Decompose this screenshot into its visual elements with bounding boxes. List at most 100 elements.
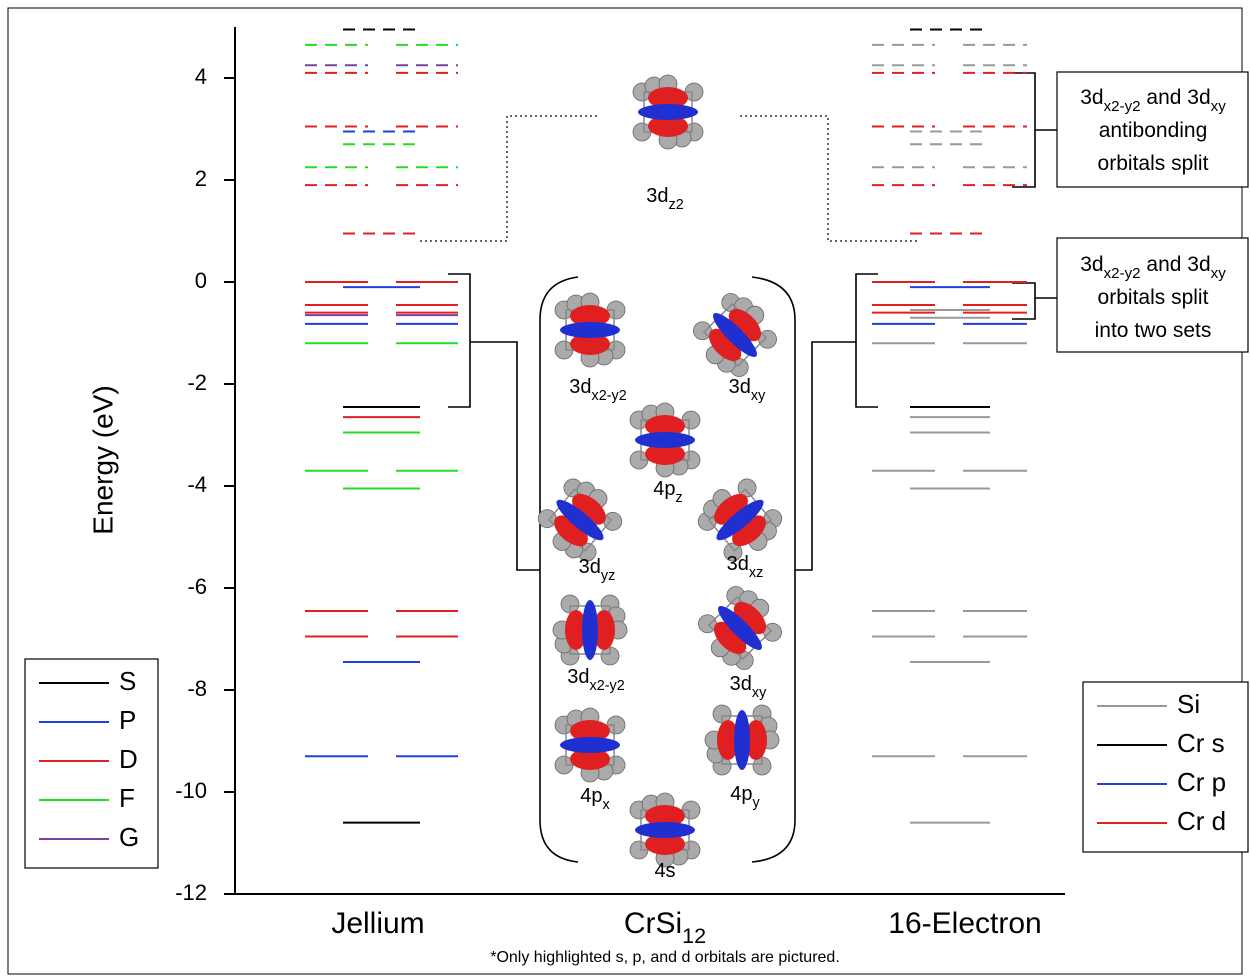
lobe-red xyxy=(645,443,685,465)
orbital-image xyxy=(552,594,628,666)
orbital-image xyxy=(632,74,704,150)
lobe-blue xyxy=(582,600,598,660)
text-part: antibonding xyxy=(1099,119,1208,142)
orbital-label: 4s xyxy=(654,860,675,882)
lobe-red xyxy=(733,601,767,635)
text-part: CrSi xyxy=(624,907,682,940)
text-part: 3d xyxy=(569,376,591,398)
subscript: xy xyxy=(1211,265,1227,282)
orbital-image xyxy=(693,293,777,377)
legend-label: P xyxy=(119,705,136,735)
bracket xyxy=(1012,72,1057,188)
lobe-blue xyxy=(556,499,604,541)
annotation-box xyxy=(1056,237,1249,353)
text-part: 3d xyxy=(730,673,752,695)
orbital-label: 3dz2 xyxy=(646,185,683,213)
annotation-line: into two sets xyxy=(1095,319,1212,342)
orbital-label: 4pz xyxy=(653,478,682,506)
orbital-image xyxy=(629,402,701,478)
lobe-red xyxy=(593,610,615,650)
orbital-label: 4py xyxy=(730,783,760,811)
lobe-red xyxy=(714,493,748,525)
subscript: x2-y2 xyxy=(1104,98,1141,115)
annotation-line: 3dx2-y2 and 3dxy xyxy=(1080,86,1226,115)
text-part: 4s xyxy=(654,860,675,882)
annotation-line: orbitals split xyxy=(1098,286,1209,309)
legend-label: Cr s xyxy=(1177,728,1225,758)
bracket xyxy=(751,276,796,863)
y-tick-label: -6 xyxy=(187,574,207,599)
lobe-blue xyxy=(560,737,620,753)
lobe-blue xyxy=(560,322,620,338)
orbital-label: 4px xyxy=(580,785,610,813)
lobe-red xyxy=(554,515,588,547)
orbital-image xyxy=(704,704,780,776)
y-tick-label: -10 xyxy=(175,778,207,803)
text-part: 3d xyxy=(727,553,749,575)
text-part: 3d xyxy=(1080,253,1103,276)
brackets xyxy=(448,72,1057,863)
subscript: yz xyxy=(601,568,615,584)
y-axis-label: Energy (eV) xyxy=(87,385,118,534)
lobe-red xyxy=(645,833,685,855)
orbital-image xyxy=(537,478,623,562)
lobe-blue xyxy=(635,432,695,448)
y-tick-label: -12 xyxy=(175,880,207,905)
annotation-line: 3dx2-y2 and 3dxy xyxy=(1080,253,1226,282)
y-tick-label: -4 xyxy=(187,472,207,497)
orbital-image xyxy=(554,707,626,783)
text-part: 16-Electron xyxy=(888,907,1041,940)
lobe-red xyxy=(717,720,739,760)
subscript: x2-y2 xyxy=(1104,265,1141,282)
lobe-red xyxy=(713,621,747,655)
subscript: y xyxy=(753,795,761,811)
orbital-image xyxy=(698,586,782,670)
annotation-line: orbitals split xyxy=(1098,152,1209,175)
lobe-blue xyxy=(713,313,757,357)
lobe-blue xyxy=(718,606,762,650)
legend-box xyxy=(24,658,159,869)
subscript: 12 xyxy=(682,923,706,948)
frame xyxy=(7,7,1243,975)
legend-label: D xyxy=(119,744,138,774)
lobe-red xyxy=(570,748,610,770)
legend-label: Si xyxy=(1177,689,1200,719)
legend-label: G xyxy=(119,822,139,852)
legend-label: S xyxy=(119,666,136,696)
text-part: orbitals split xyxy=(1098,152,1209,175)
text-part: 4p xyxy=(653,478,675,500)
text-part: 3d xyxy=(579,556,601,578)
lobe-red xyxy=(572,493,606,525)
y-tick-label: -2 xyxy=(187,370,207,395)
y-tick-label: 2 xyxy=(195,166,207,191)
lobe-red xyxy=(648,115,688,137)
orbital-image xyxy=(697,478,783,562)
lobe-blue xyxy=(716,499,764,541)
text-part: 3d xyxy=(646,185,668,207)
y-tick-label: 4 xyxy=(195,64,207,89)
subscript: x2-y2 xyxy=(590,678,625,694)
lobe-red xyxy=(565,610,587,650)
legend-label: Cr p xyxy=(1177,767,1226,797)
lobe-red xyxy=(732,515,766,547)
lobe-red xyxy=(745,720,767,760)
lobe-red xyxy=(648,87,688,109)
subscript: xy xyxy=(752,685,767,701)
legend-label: Cr d xyxy=(1177,806,1226,836)
orbital-label: 3dx2-y2 xyxy=(569,376,626,404)
subscript: z2 xyxy=(669,197,684,213)
lobe-blue xyxy=(635,822,695,838)
column-label: 16-Electron xyxy=(888,907,1041,940)
orbital-label: 3dx2-y2 xyxy=(567,666,624,694)
lobe-red xyxy=(570,720,610,742)
connector xyxy=(740,115,920,242)
lobe-red xyxy=(570,305,610,327)
text-part: orbitals split xyxy=(1098,286,1209,309)
text-part: Jellium xyxy=(331,907,424,940)
connector xyxy=(418,115,597,242)
subscript: xz xyxy=(749,565,763,581)
annotation-box xyxy=(1056,71,1249,188)
text-part: 4p xyxy=(580,785,602,807)
annotation-line: antibonding xyxy=(1099,119,1208,142)
